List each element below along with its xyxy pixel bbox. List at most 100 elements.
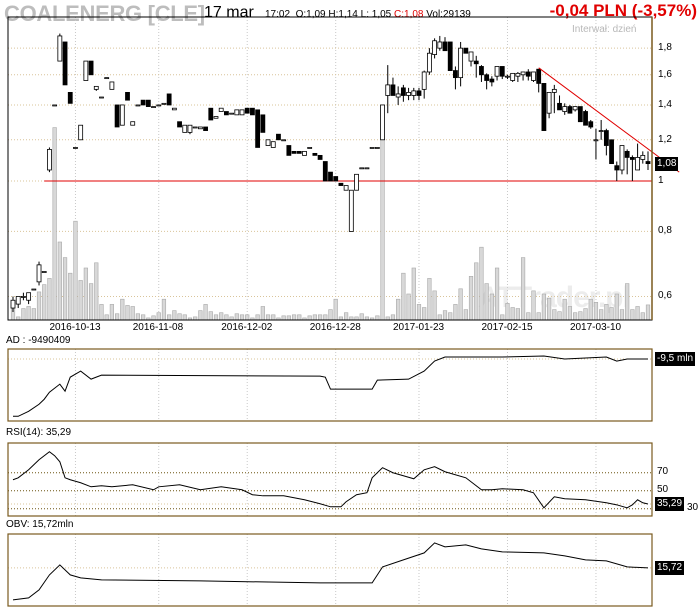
- instrument-title: COALENERG [CLE]: [4, 1, 205, 26]
- volume-bar: [645, 304, 651, 321]
- candle-body: [406, 91, 411, 96]
- volume-bar: [99, 304, 104, 321]
- volume-bar: [484, 283, 489, 321]
- close-value: C:1,08: [394, 9, 424, 20]
- volume-bar: [88, 283, 94, 321]
- candle-body: [31, 288, 37, 291]
- candle-body: [203, 126, 208, 131]
- volume-bar: [182, 314, 187, 321]
- main-panel-frame: [7, 16, 653, 321]
- candle-body: [125, 91, 130, 101]
- volume-bar: [239, 314, 245, 321]
- volume-bar: [312, 314, 317, 321]
- volume-bar: [26, 306, 31, 321]
- volume-bar: [344, 312, 349, 321]
- volume-bar: [640, 312, 645, 321]
- ad-title: AD : -9490409: [6, 335, 71, 346]
- open-value: O:1,09: [295, 9, 326, 20]
- last-price-badge: 1,08: [655, 156, 679, 171]
- volume-bar: [619, 309, 625, 321]
- candle-body: [99, 96, 104, 99]
- candle-body: [73, 147, 78, 149]
- candle-body: [437, 41, 443, 49]
- candle-body: [380, 104, 385, 141]
- candle-body: [151, 106, 156, 108]
- candle-body: [510, 72, 516, 81]
- candle-body: [291, 150, 297, 154]
- volume-bar: [520, 257, 526, 321]
- volume-bar: [94, 262, 99, 321]
- volume-bar: [83, 267, 88, 321]
- volume-bar: [458, 288, 463, 321]
- volume-bar: [396, 298, 401, 321]
- candle-body: [489, 78, 495, 83]
- candle-body: [400, 87, 406, 96]
- volume-bar: [463, 309, 468, 321]
- y-tick-label: 50: [657, 483, 669, 495]
- volume-bar: [578, 311, 583, 321]
- volume-bar: [531, 290, 536, 321]
- volume-bar: [219, 312, 224, 321]
- candle-body: [442, 41, 448, 52]
- volume-bar: [52, 127, 57, 321]
- y-tick-label: 1,4: [658, 98, 672, 110]
- volume-bar: [260, 306, 265, 321]
- candle-body: [479, 66, 484, 76]
- candle-body: [348, 189, 354, 232]
- candle-body: [114, 104, 120, 128]
- candle-body: [374, 147, 380, 149]
- candle-body: [119, 104, 125, 126]
- candle-body: [208, 107, 214, 121]
- rsi-title: RSI(14): 35,29: [6, 427, 72, 438]
- y-tick-label: 1,8: [658, 42, 672, 54]
- y-tick-label: 0,6: [658, 290, 672, 302]
- y-tick-label: 70: [657, 465, 669, 477]
- volume-bar: [291, 314, 297, 321]
- x-tick-label: 2016-12-02: [221, 322, 273, 333]
- quote-time: 17:02: [265, 9, 291, 20]
- volume-bar: [422, 307, 427, 321]
- candle-body: [270, 141, 276, 148]
- candle-body: [531, 71, 536, 81]
- candle-body: [447, 41, 453, 71]
- candle-body: [109, 81, 115, 90]
- volume-bar: [265, 314, 271, 321]
- candle-body: [187, 124, 193, 133]
- candle-body: [281, 139, 287, 142]
- volume-bar: [380, 127, 385, 321]
- price-change: -0,04 PLN (-3,57%): [549, 1, 697, 20]
- candle-body: [244, 107, 250, 114]
- candle-body: [78, 124, 84, 141]
- obv-title: OBV: 15,72mln: [6, 519, 74, 530]
- candle-body: [265, 139, 271, 146]
- volume-bar: [562, 298, 567, 321]
- candle-body: [343, 185, 349, 191]
- candle-body: [88, 60, 94, 76]
- y-tick-label: 0,8: [658, 225, 672, 237]
- candle-body: [224, 111, 229, 116]
- candle-body: [416, 90, 422, 96]
- volume-bar: [604, 304, 609, 321]
- volume-bar: [62, 257, 68, 321]
- obv-value-badge: 15,72: [655, 560, 685, 575]
- candle-body: [567, 106, 573, 114]
- volume-bar: [78, 280, 83, 321]
- candle-body: [197, 126, 203, 130]
- candle-body: [36, 264, 42, 283]
- candle-body: [276, 133, 281, 141]
- volume-bar: [135, 313, 141, 321]
- candle-body: [577, 106, 583, 123]
- candle-body: [338, 182, 344, 186]
- candle-body: [67, 91, 73, 104]
- obv-panel-frame: [7, 533, 653, 607]
- candle-body: [551, 88, 557, 93]
- candle-body: [421, 71, 427, 90]
- candle-body: [453, 70, 458, 79]
- candle-body: [541, 83, 547, 131]
- volume-bar: [317, 314, 323, 321]
- candle-body: [499, 66, 505, 77]
- x-tick-label: 2017-02-15: [481, 322, 533, 333]
- candle-body: [572, 106, 578, 111]
- volume-bar: [547, 297, 552, 321]
